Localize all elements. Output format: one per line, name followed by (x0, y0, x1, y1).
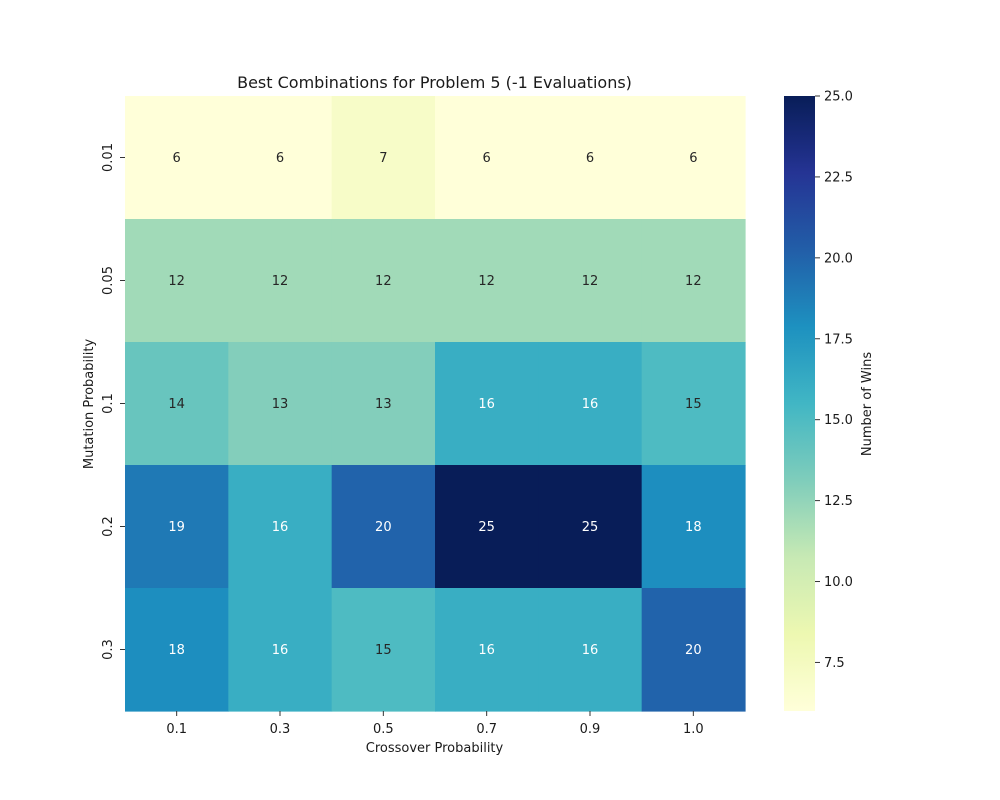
heatmap-cell (538, 465, 643, 589)
colorbar-tick-label: 12.5 (824, 494, 853, 509)
heatmap-cell (641, 465, 746, 589)
heatmap-cell (641, 219, 746, 343)
heatmap-cell (641, 588, 746, 712)
x-tick-label: 0.9 (580, 722, 601, 737)
heatmap-cell (331, 96, 436, 220)
cell-value-label: 25 (478, 520, 495, 535)
heatmap-cell (435, 219, 539, 343)
colorbar-tick-label: 17.5 (824, 332, 853, 347)
colorbar-tick-label: 22.5 (824, 170, 853, 185)
heatmap-cell (228, 219, 333, 343)
heatmap-cell (228, 588, 333, 712)
cell-value-label: 16 (272, 643, 289, 658)
cell-value-label: 16 (582, 397, 599, 412)
heatmap-cell (331, 219, 436, 343)
cell-value-label: 6 (173, 151, 181, 166)
colorbar-tick-label: 20.0 (824, 251, 853, 266)
cell-value-label: 18 (168, 643, 185, 658)
cell-value-label: 14 (168, 397, 185, 412)
cell-value-label: 25 (582, 520, 599, 535)
y-axis: 0.01 0.05 0.1 0.2 0.3 (101, 143, 125, 660)
y-tick-label: 0.05 (101, 266, 116, 295)
y-tick-label: 0.01 (101, 143, 116, 172)
y-tick-label: 0.1 (101, 393, 116, 414)
cell-value-label: 15 (685, 397, 702, 412)
cell-value-label: 20 (685, 643, 702, 658)
cell-value-label: 12 (478, 274, 495, 289)
cell-value-label: 7 (379, 151, 387, 166)
cell-value-label: 16 (272, 520, 289, 535)
cell-value-label: 20 (375, 520, 392, 535)
x-tick-label: 0.5 (373, 722, 394, 737)
heatmap-cell (125, 96, 229, 220)
heatmap-cell (435, 465, 539, 589)
heatmap-cell (125, 588, 229, 712)
heatmap-cell (125, 465, 229, 589)
heatmap-cells (125, 96, 746, 712)
colorbar-tick-label: 10.0 (824, 575, 853, 590)
heatmap-cell (331, 588, 436, 712)
cell-value-label: 13 (375, 397, 392, 412)
cell-value-label: 16 (582, 643, 599, 658)
cell-value-label: 12 (272, 274, 289, 289)
cell-value-label: 6 (689, 151, 697, 166)
cell-value-label: 12 (375, 274, 392, 289)
cell-value-label: 6 (276, 151, 284, 166)
y-tick-label: 0.2 (101, 516, 116, 537)
cell-value-label: 12 (168, 274, 185, 289)
colorbar-label: Number of Wins (860, 352, 875, 456)
colorbar-tick-label: 7.5 (824, 656, 845, 671)
heatmap-cell (228, 465, 333, 589)
heatmap-cell (641, 342, 746, 466)
heatmap-cell (125, 219, 229, 343)
cell-value-label: 19 (168, 520, 185, 535)
heatmap-cell (641, 96, 746, 220)
colorbar-tick-label: 15.0 (824, 413, 853, 428)
cell-value-label: 16 (478, 397, 495, 412)
heatmap-cell (538, 342, 643, 466)
heatmap-cell (538, 219, 643, 343)
chart-title: Best Combinations for Problem 5 (-1 Eval… (237, 73, 632, 92)
heatmap-cell (538, 96, 643, 220)
x-axis-label: Crossover Probability (366, 741, 504, 756)
heatmap-cell (125, 342, 229, 466)
cell-value-labels: 6 6 7 6 6 6 12 12 12 12 12 12 14 13 13 16 16 15 19 16 20 25 25… (168, 151, 701, 658)
y-tick-label: 0.3 (101, 639, 116, 660)
heatmap-cell (228, 342, 333, 466)
x-tick-label: 0.1 (166, 722, 187, 737)
heatmap-cell (435, 342, 539, 466)
colorbar (784, 96, 815, 711)
cell-value-label: 15 (375, 643, 392, 658)
heatmap-cell (331, 465, 436, 589)
cell-value-label: 18 (685, 520, 702, 535)
heatmap-cell (435, 96, 539, 220)
heatmap-cell (435, 588, 539, 712)
colorbar-ticks: 7.5 10.0 12.5 15.0 17.5 20.0 22.5 25.0 (815, 90, 853, 671)
cell-value-label: 16 (478, 643, 495, 658)
heatmap-cell (331, 342, 436, 466)
y-axis-label: Mutation Probability (82, 339, 97, 470)
cell-value-label: 12 (582, 274, 599, 289)
x-tick-label: 0.3 (270, 722, 291, 737)
x-tick-label: 0.7 (476, 722, 497, 737)
cell-value-label: 6 (483, 151, 491, 166)
x-axis: 0.1 0.3 0.5 0.7 0.9 1.0 (166, 711, 704, 737)
colorbar-tick-label: 25.0 (824, 90, 853, 105)
x-tick-label: 1.0 (683, 722, 704, 737)
cell-value-label: 12 (685, 274, 702, 289)
cell-value-label: 6 (586, 151, 594, 166)
heatmap-cell (538, 588, 643, 712)
heatmap-cell (228, 96, 333, 220)
cell-value-label: 13 (272, 397, 289, 412)
